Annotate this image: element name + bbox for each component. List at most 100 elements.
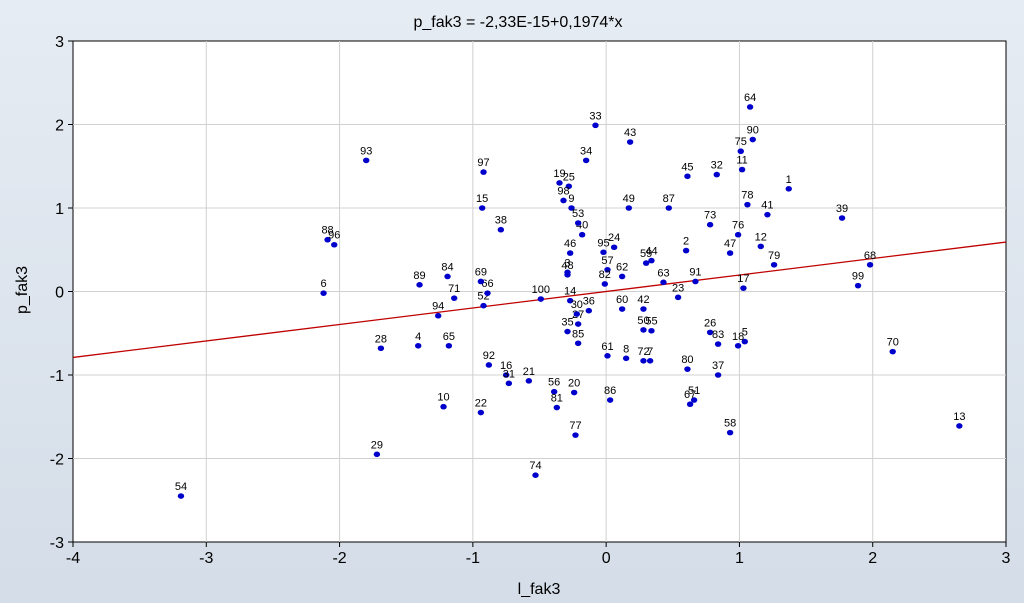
data-point-1: [785, 185, 792, 192]
data-point-48: [564, 272, 571, 278]
data-point-83: [714, 341, 722, 347]
data-point-49: [625, 205, 633, 211]
data-point-57: [604, 266, 611, 273]
data-point-20: [570, 389, 578, 396]
point-label-68: 68: [864, 250, 876, 262]
point-label-70: 70: [887, 337, 899, 349]
point-label-95: 95: [597, 237, 609, 249]
point-label-100: 100: [532, 284, 550, 296]
point-label-58: 58: [724, 418, 736, 430]
point-label-53: 53: [572, 208, 584, 220]
point-label-44: 44: [645, 246, 657, 258]
point-label-62: 62: [616, 261, 628, 273]
point-label-12: 12: [755, 231, 767, 243]
point-label-89: 89: [413, 270, 425, 282]
data-point-40: [578, 231, 586, 238]
point-label-56: 56: [548, 377, 560, 389]
point-label-6: 6: [321, 278, 327, 290]
x-tick-label: -1: [466, 550, 480, 567]
data-point-98: [560, 197, 567, 204]
point-label-99: 99: [852, 271, 864, 283]
data-point-32: [713, 171, 720, 178]
data-point-91: [692, 278, 699, 285]
data-point-78: [744, 201, 751, 208]
data-point-90: [749, 136, 756, 143]
y-tick-label: 0: [55, 285, 64, 302]
data-point-96: [331, 241, 338, 248]
point-label-75: 75: [735, 136, 747, 148]
data-point-67: [686, 401, 694, 408]
data-point-43: [626, 139, 634, 145]
data-point-25: [565, 183, 573, 190]
point-label-49: 49: [623, 193, 635, 205]
point-label-34: 34: [580, 145, 592, 157]
point-label-21: 21: [523, 366, 535, 378]
point-label-55: 55: [645, 316, 657, 328]
point-label-39: 39: [836, 203, 848, 215]
point-label-77: 77: [569, 420, 581, 432]
data-point-61: [604, 352, 611, 359]
point-label-78: 78: [741, 190, 753, 202]
point-label-76: 76: [732, 220, 744, 232]
data-point-95: [600, 249, 607, 256]
data-point-31: [505, 380, 513, 387]
data-point-60: [618, 306, 626, 312]
grid-lines: [73, 41, 1006, 542]
data-point-29: [373, 451, 381, 458]
point-label-71: 71: [448, 283, 460, 295]
point-label-81: 81: [551, 393, 563, 405]
data-point-80: [684, 366, 691, 372]
point-label-31: 31: [503, 368, 515, 380]
point-label-1: 1: [786, 174, 792, 186]
point-label-54: 54: [175, 481, 187, 493]
y-tick-label: -2: [50, 452, 64, 469]
point-label-64: 64: [744, 92, 756, 104]
point-label-10: 10: [437, 392, 449, 404]
point-label-67: 67: [684, 389, 696, 401]
point-label-14: 14: [564, 286, 576, 298]
data-point-26: [706, 329, 714, 336]
x-tick-label: 1: [735, 550, 744, 567]
data-point-6: [320, 290, 327, 296]
data-point-4: [415, 342, 422, 349]
point-label-84: 84: [441, 261, 453, 273]
data-point-17: [740, 285, 747, 291]
point-label-82: 82: [599, 269, 611, 281]
data-point-35: [564, 328, 571, 335]
point-label-19: 19: [553, 168, 565, 180]
point-label-23: 23: [672, 282, 684, 294]
point-label-65: 65: [443, 331, 455, 343]
point-label-18: 18: [732, 331, 744, 343]
point-label-85: 85: [572, 328, 584, 340]
data-point-36: [585, 307, 593, 314]
point-label-51: 51: [688, 385, 700, 397]
point-label-96: 96: [328, 230, 340, 242]
point-label-22: 22: [475, 398, 487, 410]
point-label-59: 59: [640, 248, 652, 260]
y-axis-title: p_fak3: [14, 266, 31, 314]
data-point-75: [737, 148, 744, 155]
point-label-42: 42: [637, 294, 649, 306]
point-label-69: 69: [475, 266, 487, 278]
point-label-87: 87: [663, 193, 675, 205]
point-label-61: 61: [601, 341, 613, 353]
data-point-74: [532, 472, 539, 479]
data-point-69: [477, 278, 485, 285]
data-point-70: [889, 348, 896, 355]
data-point-94: [435, 312, 442, 319]
data-point-24: [610, 244, 618, 251]
point-label-80: 80: [681, 354, 693, 366]
data-point-2: [682, 247, 690, 254]
point-label-28: 28: [375, 333, 387, 345]
data-point-13: [956, 423, 963, 429]
data-point-45: [684, 173, 691, 180]
data-point-73: [706, 221, 714, 228]
point-label-73: 73: [704, 210, 716, 222]
x-tick-label: 2: [868, 550, 877, 567]
data-point-64: [746, 104, 754, 110]
data-point-54: [177, 493, 185, 499]
data-point-34: [582, 157, 590, 164]
